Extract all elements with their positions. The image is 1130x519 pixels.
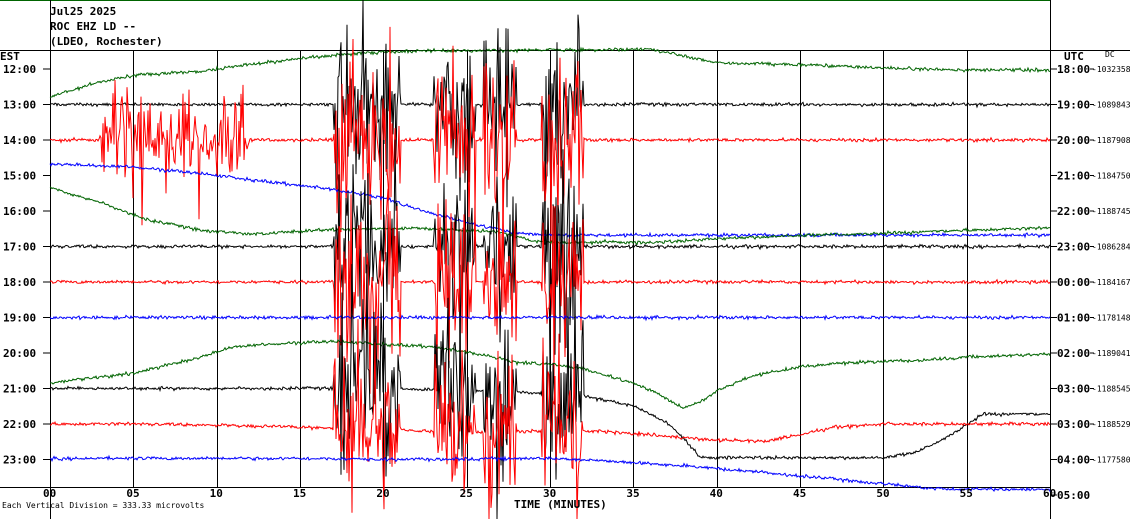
x-tick-00: 00: [43, 487, 56, 500]
trace-0100-blue: [49, 313, 1051, 322]
trace-2000-red: [49, 26, 1051, 245]
traces: [49, 0, 1051, 519]
dc-label-1: -1089843: [1092, 101, 1130, 110]
dc-label-11: -1177580: [1092, 456, 1130, 465]
dc-label-5: -1086284: [1092, 243, 1130, 252]
est-label-5: 17:00: [3, 241, 36, 254]
dc-label-8: -1189041: [1092, 349, 1130, 358]
utc-label-9: 03:00: [1057, 383, 1090, 396]
trace-1800-green: [49, 46, 1051, 98]
est-label-9: 21:00: [3, 383, 36, 396]
est-label-4: 16:00: [3, 205, 36, 218]
est-label-8: 20:00: [3, 347, 36, 360]
est-label-1: 13:00: [3, 99, 36, 112]
est-label-2: 14:00: [3, 134, 36, 147]
scale-footer: Each Vertical Division = 333.33 microvol…: [2, 501, 204, 510]
x-axis-title: TIME (MINUTES): [514, 498, 607, 511]
trace-0200-green: [49, 339, 1051, 410]
x-tick-35: 35: [626, 487, 639, 500]
est-label-10: 22:00: [3, 418, 36, 431]
est-label-0: 12:00: [3, 63, 36, 76]
utc-label-7: 01:00: [1057, 312, 1090, 325]
x-tick-40: 40: [710, 487, 723, 500]
x-tick-45: 45: [793, 487, 806, 500]
utc-label-4: 22:00: [1057, 205, 1090, 218]
utc-label-0: 18:00: [1057, 63, 1090, 76]
utc-label-12: 05:00: [1057, 489, 1090, 502]
x-tick-55: 55: [960, 487, 973, 500]
header-station: ROC EHZ LD --: [50, 20, 136, 33]
utc-label-6: 00:00: [1057, 276, 1090, 289]
utc-label-3: 21:00: [1057, 170, 1090, 183]
x-tick-60: 60: [1043, 487, 1056, 500]
header-date: Jul25 2025: [50, 5, 116, 18]
dc-label-0: -1032358: [1092, 65, 1130, 74]
trace-0000-red: [49, 177, 1051, 394]
dc-column-label: DC: [1105, 50, 1115, 59]
trace-0300-red: [49, 319, 1051, 519]
dc-label-9: -1188545: [1092, 385, 1130, 394]
x-tick-30: 30: [543, 487, 556, 500]
utc-zone-label: UTC: [1064, 50, 1084, 63]
header-network: (LDEO, Rochester): [50, 35, 163, 48]
x-axis-ticks: 00 05 10 15 20 25 30 35 40 45 50 55 60: [43, 487, 1056, 500]
utc-label-1: 19:00: [1057, 99, 1090, 112]
utc-label-2: 20:00: [1057, 134, 1090, 147]
trace-0400-blue: [49, 454, 1051, 493]
est-zone-label: EST: [0, 50, 20, 63]
trace-2100-blue: [49, 161, 1051, 239]
x-tick-15: 15: [293, 487, 306, 500]
dc-label-4: -1188745: [1092, 207, 1130, 216]
utc-label-11: 04:00: [1057, 454, 1090, 467]
est-label-3: 15:00: [3, 170, 36, 183]
utc-label-5: 23:00: [1057, 241, 1090, 254]
utc-label-10: 03:00: [1057, 418, 1090, 431]
dc-label-3: -1184750: [1092, 172, 1130, 181]
est-label-11: 23:00: [3, 454, 36, 467]
dc-label-2: -1187908: [1092, 136, 1130, 145]
est-label-7: 19:00: [3, 312, 36, 325]
x-tick-50: 50: [876, 487, 889, 500]
est-label-6: 18:00: [3, 276, 36, 289]
trace-2200-green: [49, 186, 1051, 247]
x-tick-10: 10: [210, 487, 223, 500]
dc-label-10: -1188529: [1092, 420, 1130, 429]
dc-label-6: -1184167: [1092, 278, 1130, 287]
dc-label-7: -1178148: [1092, 314, 1130, 323]
x-tick-05: 05: [126, 487, 139, 500]
x-tick-20: 20: [376, 487, 389, 500]
trace-0300-black: [49, 263, 1051, 519]
utc-label-8: 02:00: [1057, 347, 1090, 360]
x-tick-25: 25: [460, 487, 473, 500]
